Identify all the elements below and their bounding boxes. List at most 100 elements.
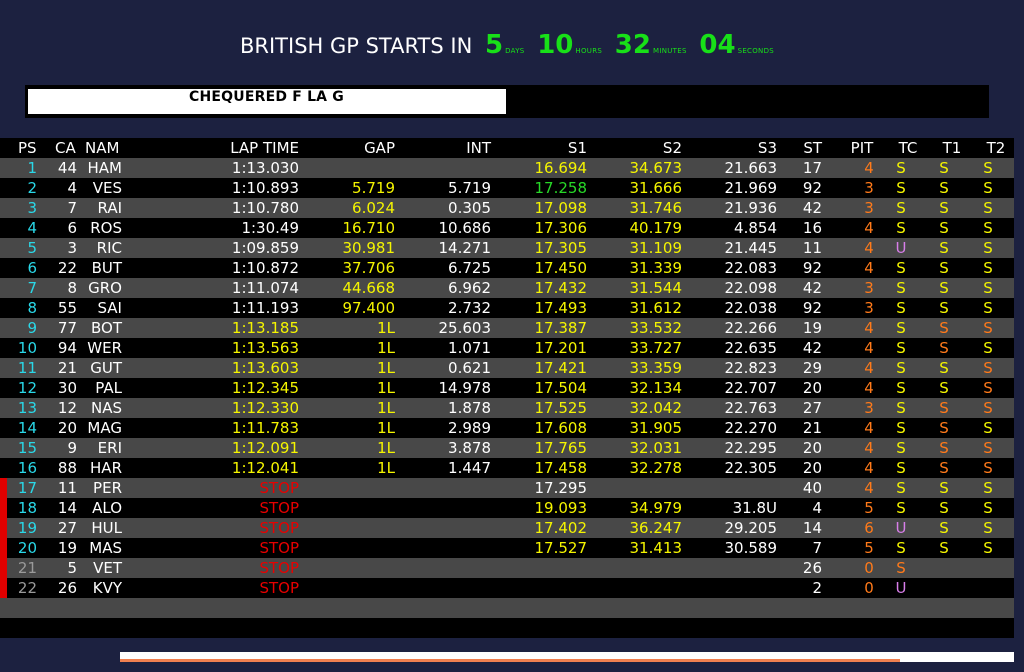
cell-s2: 31.746 — [629, 199, 683, 217]
cell-nam: HAM — [87, 159, 122, 177]
cell-nam: RAI — [97, 199, 123, 217]
cell-t1: S — [939, 459, 949, 477]
cell-t1: S — [939, 519, 949, 537]
cell-st: 27 — [802, 399, 822, 417]
horizontal-scrollbar[interactable] — [120, 652, 1014, 662]
table-row[interactable]: 9 77 BOT 1:13.185 1L 25.603 17.387 33.532 22.266… — [0, 318, 1014, 338]
table-row[interactable]: 22 26 KVY STOP 2 0 U — [0, 578, 1014, 598]
cell-s3: 4.854 — [734, 219, 777, 237]
cell-ca: 8 — [67, 279, 77, 297]
cell-st: 17 — [802, 159, 822, 177]
table-row[interactable]: 5 3 RIC 1:09.859 30.981 14.271 17.305 31.109 21.… — [0, 238, 1014, 258]
table-row[interactable]: 20 19 MAS STOP 17.527 31.413 30.589 7 5 S S S — [0, 538, 1014, 558]
cell-tc: U — [895, 579, 907, 597]
cell-s1: 17.201 — [534, 339, 588, 357]
cell-st: 42 — [802, 339, 822, 357]
cell-pit: 4 — [864, 339, 874, 357]
col-header-ca: CA — [55, 139, 76, 157]
cell-pit: 6 — [864, 519, 874, 537]
table-row[interactable]: 14 20 MAG 1:11.783 1L 2.989 17.608 31.905 22.270… — [0, 418, 1014, 438]
cell-ca: 94 — [57, 339, 77, 357]
cell-ps: 11 — [17, 359, 37, 377]
table-row[interactable]: 1 44 HAM 1:13.030 16.694 34.673 21.663 17 4 S S S — [0, 158, 1014, 178]
cell-gap: 1L — [377, 459, 395, 477]
table-row[interactable]: 15 9 ERI 1:12.091 1L 3.878 17.765 32.031 22.295 2… — [0, 438, 1014, 458]
cell-int: 1.878 — [448, 399, 491, 417]
table-row[interactable]: 7 8 GRO 1:11.074 44.668 6.962 17.432 31.544 22.0… — [0, 278, 1014, 298]
cell-ps: 10 — [17, 339, 37, 357]
table-row[interactable]: 3 7 RAI 1:10.780 6.024 0.305 17.098 31.746 21.93… — [0, 198, 1014, 218]
cell-nam: ERI — [97, 439, 122, 457]
cell-lap: 1:13.603 — [231, 359, 299, 377]
cell-lap: 1:13.030 — [231, 159, 299, 177]
retired-marker — [0, 498, 7, 518]
cell-s2: 40.179 — [629, 219, 683, 237]
cell-s3: 22.635 — [724, 339, 778, 357]
cell-ps: 16 — [17, 459, 37, 477]
table-row[interactable]: 19 27 HUL STOP 17.402 36.247 29.205 14 6 U S S — [0, 518, 1014, 538]
cell-ca: 55 — [57, 299, 77, 317]
cell-s2: 31.109 — [629, 239, 683, 257]
cell-tc: S — [896, 319, 906, 337]
table-row[interactable]: 4 6 ROS 1:30.49 16.710 10.686 17.306 40.179 4.85… — [0, 218, 1014, 238]
cell-pit: 5 — [864, 499, 874, 517]
countdown-minutes-label: MINUTES — [652, 47, 687, 55]
cell-ps: 3 — [27, 199, 37, 217]
cell-s1: 17.504 — [534, 379, 588, 397]
cell-lap: 1:09.859 — [231, 239, 299, 257]
table-row[interactable]: 6 22 BUT 1:10.872 37.706 6.725 17.450 31.339 22.… — [0, 258, 1014, 278]
cell-ca: 88 — [57, 459, 77, 477]
cell-ps: 2 — [27, 179, 37, 197]
table-row[interactable]: 17 11 PER STOP 17.295 40 4 S S S — [0, 478, 1014, 498]
cell-int: 14.271 — [438, 239, 492, 257]
cell-tc: S — [896, 539, 906, 557]
cell-nam: PAL — [95, 379, 122, 397]
cell-nam: GUT — [90, 359, 122, 377]
cell-s1: 19.093 — [534, 499, 588, 517]
cell-t1: S — [939, 199, 949, 217]
cell-ps: 6 — [27, 259, 37, 277]
table-row[interactable]: 2 4 VES 1:10.893 5.719 5.719 17.258 31.666 21.96… — [0, 178, 1014, 198]
flag-status-bar: CHEQUERED F LA G — [25, 85, 989, 118]
cell-st: 40 — [802, 479, 822, 497]
cell-gap: 1L — [377, 379, 395, 397]
cell-int: 6.962 — [448, 279, 491, 297]
col-header-s1: S1 — [567, 139, 587, 157]
cell-lap: 1:11.193 — [231, 299, 299, 317]
cell-nam: NAS — [90, 399, 122, 417]
table-row[interactable]: 21 5 VET STOP 26 0 S — [0, 558, 1014, 578]
scrollbar-thumb[interactable] — [120, 659, 900, 662]
table-row[interactable]: 8 55 SAI 1:11.193 97.400 2.732 17.493 31.612 22.… — [0, 298, 1014, 318]
table-row[interactable]: 11 21 GUT 1:13.603 1L 0.621 17.421 33.359 22.823… — [0, 358, 1014, 378]
cell-ca: 19 — [57, 539, 77, 557]
table-row[interactable]: 12 30 PAL 1:12.345 1L 14.978 17.504 32.134 22.70… — [0, 378, 1014, 398]
cell-ps: 5 — [27, 239, 37, 257]
countdown-minutes: 32 — [614, 30, 651, 60]
cell-st: 92 — [802, 299, 822, 317]
cell-ps: 18 — [17, 499, 37, 517]
cell-st: 16 — [802, 219, 822, 237]
table-row[interactable]: 16 88 HAR 1:12.041 1L 1.447 17.458 32.278 22.305… — [0, 458, 1014, 478]
col-header-st: ST — [803, 139, 822, 157]
cell-pit: 4 — [864, 219, 874, 237]
cell-t1: S — [939, 239, 949, 257]
cell-int: 10.686 — [438, 219, 492, 237]
countdown-seconds: 04 — [699, 30, 736, 60]
flag-status-text: CHEQUERED F LA G — [189, 89, 344, 105]
cell-st: 11 — [802, 239, 822, 257]
table-row[interactable]: 18 14 ALO STOP 19.093 34.979 31.8U 4 5 S S S — [0, 498, 1014, 518]
cell-s3: 22.763 — [724, 399, 778, 417]
cell-lap: STOP — [259, 579, 299, 597]
countdown-prefix: BRITISH GP STARTS IN — [239, 34, 473, 58]
cell-s3: 22.270 — [724, 419, 778, 437]
cell-t1: S — [939, 179, 949, 197]
cell-st: 92 — [802, 259, 822, 277]
cell-t2: S — [983, 519, 993, 537]
cell-s3: 22.266 — [724, 319, 778, 337]
table-row[interactable]: 10 94 WER 1:13.563 1L 1.071 17.201 33.727 22.635… — [0, 338, 1014, 358]
cell-pit: 4 — [864, 479, 874, 497]
table-row[interactable]: 13 12 NAS 1:12.330 1L 1.878 17.525 32.042 22.763… — [0, 398, 1014, 418]
cell-ps: 19 — [17, 519, 37, 537]
cell-s2: 31.666 — [629, 179, 683, 197]
cell-st: 20 — [802, 439, 822, 457]
